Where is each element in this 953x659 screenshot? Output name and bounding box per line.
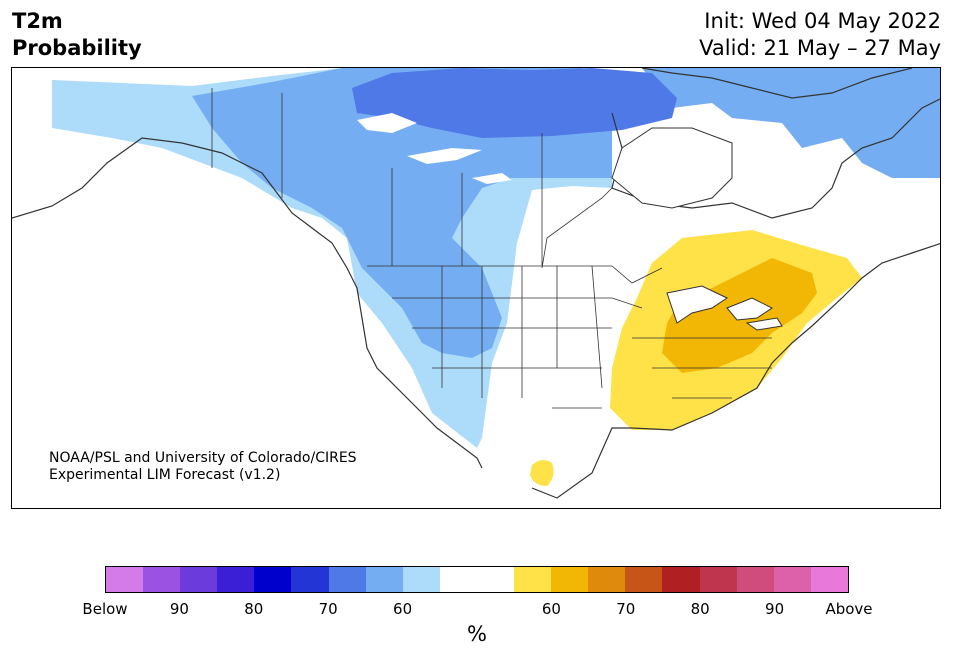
colorbar-tick-label: 70 bbox=[616, 600, 636, 618]
colorbar-tick-label: 70 bbox=[318, 600, 338, 618]
colorbar-segment bbox=[662, 567, 700, 592]
colorbar-tick-label: 60 bbox=[393, 600, 413, 618]
ice-patch-3 bbox=[472, 173, 512, 184]
colorbar-segment bbox=[551, 567, 589, 592]
colorbar-tick-label: 80 bbox=[690, 600, 710, 618]
below-65-northeast bbox=[642, 68, 940, 178]
valid-range: Valid: 21 May – 27 May bbox=[699, 36, 941, 60]
colorbar-segment bbox=[328, 567, 366, 592]
colorbar-segment bbox=[625, 567, 663, 592]
colorbar-tick-label: 90 bbox=[765, 600, 785, 618]
colorbar-segment bbox=[402, 567, 440, 592]
colorbar-unit: % bbox=[467, 622, 487, 646]
colorbar-segment bbox=[106, 567, 144, 592]
colorbar-segment bbox=[699, 567, 737, 592]
above-60-spot bbox=[530, 459, 554, 486]
colorbar-segment bbox=[217, 567, 255, 592]
colorbar-segment bbox=[736, 567, 774, 592]
colorbar-segment bbox=[254, 567, 292, 592]
probability-map bbox=[12, 68, 940, 499]
forecast-dates: Init: Wed 04 May 2022 Valid: 21 May – 27… bbox=[699, 8, 941, 62]
hudson-bay bbox=[611, 127, 733, 209]
colorbar-segment bbox=[773, 567, 811, 592]
credit-product: Experimental LIM Forecast (v1.2) bbox=[49, 467, 281, 483]
below-65-region bbox=[192, 68, 612, 358]
great-lakes bbox=[666, 285, 783, 331]
title-variable: T2m bbox=[12, 9, 63, 33]
colorbar-segment bbox=[439, 567, 477, 592]
colorbar-segment bbox=[588, 567, 626, 592]
ice-patch-1 bbox=[357, 113, 417, 133]
probability-colorbar bbox=[105, 566, 849, 593]
init-date: Init: Wed 04 May 2022 bbox=[704, 9, 941, 33]
colorbar-segment bbox=[514, 567, 552, 592]
map-title: T2m Probability bbox=[12, 8, 142, 62]
borders bbox=[211, 88, 772, 409]
colorbar-segment bbox=[143, 567, 181, 592]
below-70-region bbox=[352, 68, 677, 138]
map-credit: NOAA/PSL and University of Colorado/CIRE… bbox=[49, 450, 357, 484]
ice-patch-2 bbox=[407, 148, 482, 164]
colorbar-segment bbox=[810, 567, 848, 592]
title-type: Probability bbox=[12, 36, 142, 60]
colorbar-segment bbox=[291, 567, 329, 592]
map-panel bbox=[11, 67, 941, 509]
colorbar-segment bbox=[365, 567, 403, 592]
credit-org: NOAA/PSL and University of Colorado/CIRE… bbox=[49, 450, 357, 466]
colorbar-segment bbox=[180, 567, 218, 592]
colorbar-tick-label: Above bbox=[825, 600, 873, 618]
colorbar-tick-label: Below bbox=[82, 600, 128, 618]
colorbar-tick-label: 60 bbox=[541, 600, 561, 618]
colorbar-tick-label: 80 bbox=[244, 600, 264, 618]
colorbar-segment bbox=[476, 567, 515, 592]
coastline bbox=[12, 68, 940, 499]
colorbar-tick-label: 90 bbox=[169, 600, 189, 618]
